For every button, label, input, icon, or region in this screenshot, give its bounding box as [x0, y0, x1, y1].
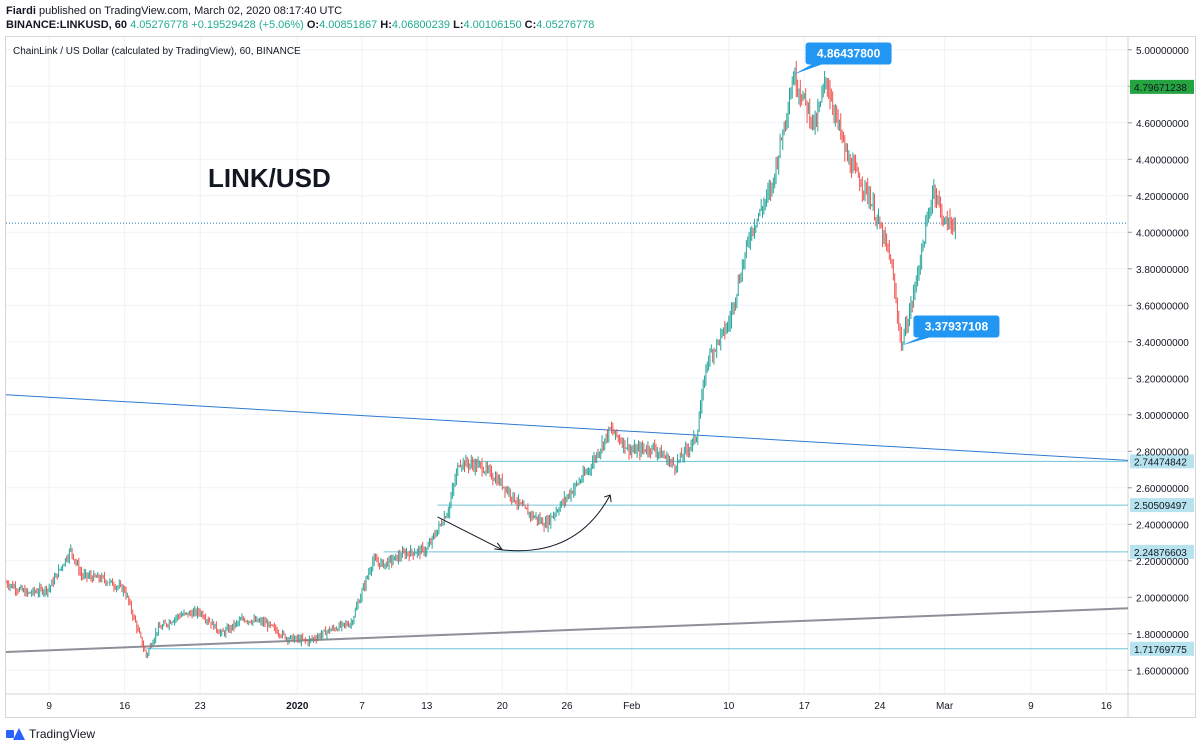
- y-tick-label-11: 2.80000000: [1136, 447, 1189, 458]
- chart-annotation-text: LINK/USD: [208, 163, 331, 193]
- high-value: 4.06800239: [391, 19, 451, 31]
- arrow-path-1: [502, 494, 611, 552]
- level-tag-1: [1130, 498, 1194, 513]
- level-label-3: 1.71769775: [1134, 645, 1187, 656]
- y-tick-label-10: 3.00000000: [1136, 411, 1189, 422]
- low-label: L:: [453, 19, 464, 31]
- footer-brand[interactable]: TradingView: [29, 727, 96, 741]
- arrow-path-0: [437, 516, 503, 551]
- y-tick-label-5: 4.00000000: [1136, 228, 1189, 239]
- level-label-2: 2.24876603: [1134, 548, 1187, 559]
- x-tick-label-11: 24: [874, 701, 886, 712]
- close-value: 4.05276778: [536, 19, 595, 31]
- y-tick-label-0: 5.00000000: [1136, 46, 1189, 57]
- x-tick-label-5: 13: [421, 701, 433, 712]
- arrow-head-1: [603, 494, 612, 503]
- trendline-0: [6, 394, 1129, 461]
- x-tick-label-9: 10: [723, 701, 735, 712]
- ohlc-line: BINANCE:LINKUSD, 60 4.05276778 +0.195294…: [6, 18, 594, 32]
- level-tag-0: [1130, 454, 1194, 469]
- low-value: 4.00106150: [463, 19, 522, 31]
- x-tick-label-1: 16: [119, 701, 131, 712]
- x-tick-label-12: Mar: [936, 701, 954, 712]
- x-tick-label-2: 23: [195, 701, 207, 712]
- y-tick-label-16: 1.80000000: [1136, 630, 1189, 641]
- symbol-label: BINANCE:LINKUSD, 60: [6, 19, 128, 31]
- x-tick-label-0: 9: [46, 701, 52, 712]
- callout-box-1: [913, 315, 1000, 338]
- level-tag-2: [1130, 544, 1194, 559]
- x-tick-label-8: Feb: [623, 701, 641, 712]
- y-tick-label-17: 1.60000000: [1136, 666, 1189, 677]
- x-tick-label-4: 7: [359, 701, 365, 712]
- author-name[interactable]: Fiardi: [6, 5, 36, 17]
- current-price-label: 4.79671238: [1134, 83, 1187, 94]
- level-tag-3: [1130, 641, 1194, 656]
- arrow-head-0: [494, 542, 504, 551]
- last-price: 4.05276778: [130, 19, 189, 31]
- y-tick-label-8: 3.40000000: [1136, 338, 1189, 349]
- publish-line: Fiardi published on TradingView.com, Mar…: [6, 4, 594, 18]
- callout-pointer-1: [901, 337, 930, 346]
- trendline-1: [6, 607, 1129, 654]
- footer: TradingView: [6, 724, 95, 744]
- y-tick-label-4: 4.20000000: [1136, 192, 1189, 203]
- callout-pointer-0: [793, 64, 822, 75]
- price-chart[interactable]: ChainLink / US Dollar (calculated by Tra…: [6, 37, 1195, 717]
- y-tick-label-6: 3.80000000: [1136, 265, 1189, 276]
- y-tick-label-15: 2.00000000: [1136, 593, 1189, 604]
- close-label: C:: [524, 19, 537, 31]
- callout-label-0: 4.86437800: [817, 47, 881, 61]
- y-tick-label-14: 2.20000000: [1136, 557, 1189, 568]
- x-tick-label-13: 9: [1028, 701, 1034, 712]
- x-tick-label-14: 16: [1101, 701, 1113, 712]
- x-tick-label-6: 20: [497, 701, 509, 712]
- price-change: +0.19529428 (+5.06%): [191, 19, 304, 31]
- chart-header: Fiardi published on TradingView.com, Mar…: [6, 4, 594, 32]
- y-tick-label-12: 2.60000000: [1136, 484, 1189, 495]
- open-value: 4.00851867: [319, 19, 378, 31]
- y-tick-label-7: 3.60000000: [1136, 301, 1189, 312]
- chart-panel[interactable]: ChainLink / US Dollar (calculated by Tra…: [5, 36, 1196, 718]
- publish-info: published on TradingView.com, March 02, …: [39, 5, 343, 17]
- x-tick-label-3: 2020: [286, 701, 309, 712]
- chart-title: ChainLink / US Dollar (calculated by Tra…: [13, 46, 301, 57]
- y-tick-label-9: 3.20000000: [1136, 374, 1189, 385]
- level-label-0: 2.74474842: [1134, 457, 1187, 468]
- y-tick-label-13: 2.40000000: [1136, 520, 1189, 531]
- open-label: O:: [306, 19, 320, 31]
- callout-label-1: 3.37937108: [925, 320, 989, 334]
- callout-box-0: [805, 42, 892, 65]
- x-tick-label-7: 26: [561, 701, 573, 712]
- y-tick-label-3: 4.40000000: [1136, 155, 1189, 166]
- y-tick-label-2: 4.60000000: [1136, 119, 1189, 130]
- x-tick-label-10: 17: [799, 701, 811, 712]
- high-label: H:: [380, 19, 392, 31]
- current-price-tag: [1130, 79, 1194, 94]
- tradingview-logo-icon[interactable]: [6, 728, 25, 740]
- level-label-1: 2.50509497: [1134, 501, 1187, 512]
